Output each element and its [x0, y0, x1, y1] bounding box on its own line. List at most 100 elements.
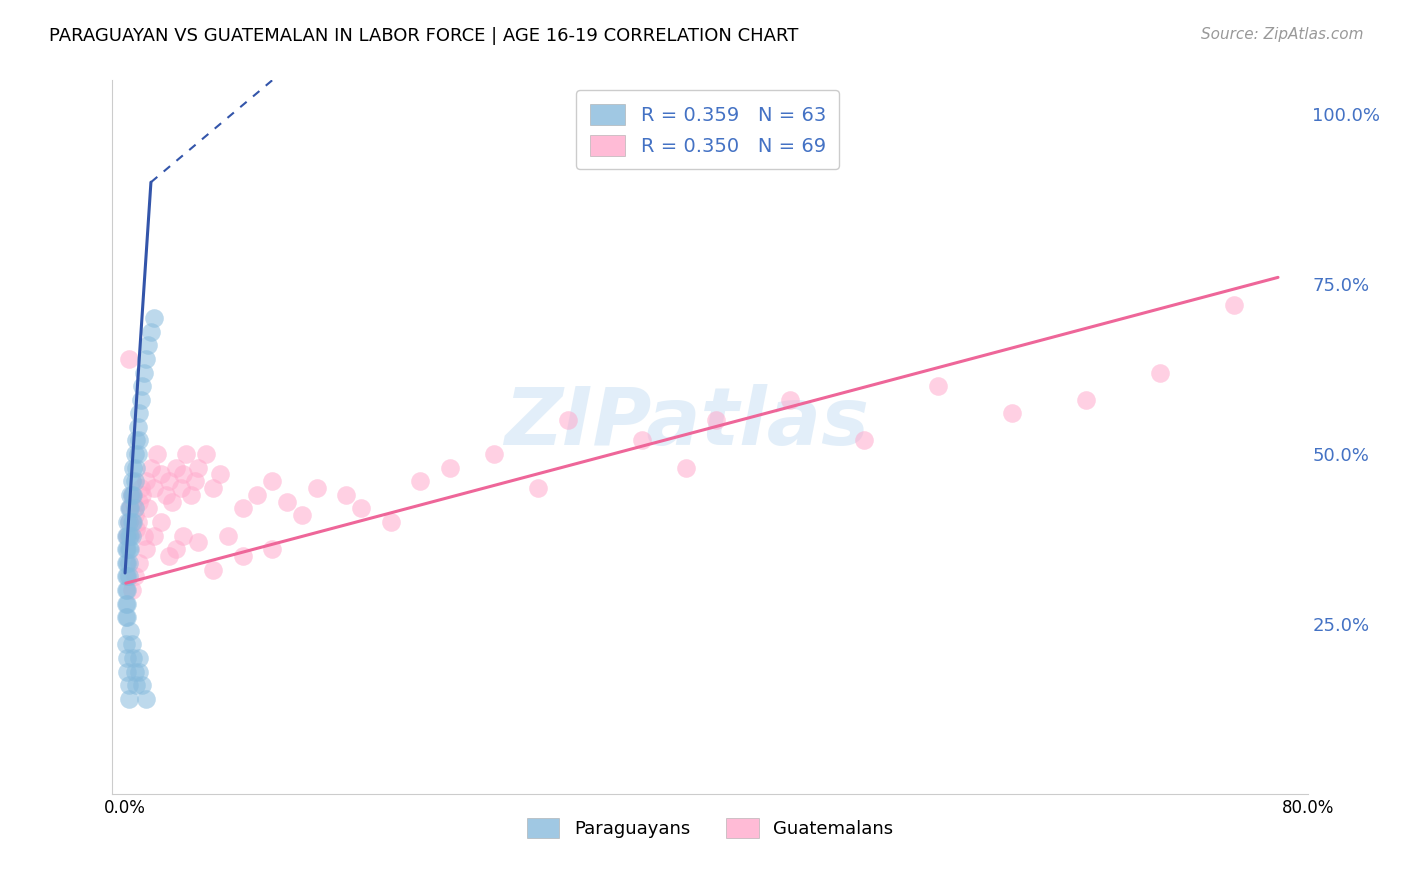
- Point: [150, 467, 173, 482]
- Point: [114, 528, 136, 542]
- Point: [150, 515, 173, 529]
- Point: [122, 515, 145, 529]
- Point: [122, 460, 145, 475]
- Point: [118, 556, 141, 570]
- Point: [350, 501, 373, 516]
- Point: [380, 515, 402, 529]
- Point: [305, 481, 328, 495]
- Point: [155, 488, 177, 502]
- Point: [142, 481, 165, 495]
- Point: [202, 481, 225, 495]
- Point: [172, 528, 194, 542]
- Point: [120, 488, 142, 502]
- Point: [527, 481, 550, 495]
- Point: [142, 311, 165, 326]
- Point: [128, 556, 150, 570]
- Point: [125, 522, 148, 536]
- Point: [132, 366, 155, 380]
- Point: [129, 481, 152, 495]
- Point: [1149, 366, 1171, 380]
- Point: [121, 528, 143, 542]
- Point: [232, 549, 254, 563]
- Point: [121, 488, 143, 502]
- Point: [139, 460, 162, 475]
- Point: [121, 582, 143, 597]
- Point: [335, 488, 357, 502]
- Text: ZIPatlas: ZIPatlas: [503, 384, 869, 462]
- Point: [128, 406, 150, 420]
- Point: [124, 501, 146, 516]
- Point: [114, 597, 136, 611]
- Point: [124, 508, 146, 523]
- Point: [114, 610, 136, 624]
- Point: [779, 392, 801, 407]
- Point: [128, 434, 150, 448]
- Point: [124, 665, 146, 679]
- Point: [114, 569, 136, 583]
- Point: [120, 624, 142, 638]
- Point: [557, 413, 579, 427]
- Point: [120, 501, 142, 516]
- Point: [117, 651, 139, 665]
- Point: [169, 481, 191, 495]
- Point: [114, 542, 136, 557]
- Text: Source: ZipAtlas.com: Source: ZipAtlas.com: [1201, 27, 1364, 42]
- Point: [187, 535, 209, 549]
- Point: [127, 420, 149, 434]
- Point: [131, 678, 153, 692]
- Point: [129, 392, 152, 407]
- Point: [121, 515, 143, 529]
- Point: [121, 637, 143, 651]
- Point: [135, 351, 157, 366]
- Point: [117, 528, 139, 542]
- Point: [1001, 406, 1024, 420]
- Point: [157, 475, 180, 489]
- Point: [1074, 392, 1097, 407]
- Point: [118, 351, 141, 366]
- Point: [118, 501, 141, 516]
- Point: [232, 501, 254, 516]
- Point: [135, 475, 157, 489]
- Point: [165, 460, 187, 475]
- Point: [117, 610, 139, 624]
- Point: [135, 691, 157, 706]
- Point: [118, 569, 141, 583]
- Point: [118, 691, 141, 706]
- Point: [262, 542, 284, 557]
- Point: [117, 515, 139, 529]
- Point: [124, 447, 146, 461]
- Point: [122, 494, 145, 508]
- Point: [184, 475, 207, 489]
- Point: [122, 488, 145, 502]
- Point: [124, 475, 146, 489]
- Point: [132, 528, 155, 542]
- Point: [194, 447, 217, 461]
- Point: [121, 488, 143, 502]
- Point: [276, 494, 298, 508]
- Point: [675, 460, 697, 475]
- Point: [120, 542, 142, 557]
- Point: [114, 582, 136, 597]
- Point: [125, 434, 148, 448]
- Point: [117, 597, 139, 611]
- Point: [142, 528, 165, 542]
- Point: [114, 556, 136, 570]
- Point: [176, 447, 198, 461]
- Point: [117, 582, 139, 597]
- Point: [118, 515, 141, 529]
- Point: [409, 475, 432, 489]
- Point: [180, 488, 202, 502]
- Text: PARAGUAYAN VS GUATEMALAN IN LABOR FORCE | AGE 16-19 CORRELATION CHART: PARAGUAYAN VS GUATEMALAN IN LABOR FORCE …: [49, 27, 799, 45]
- Point: [136, 338, 159, 352]
- Point: [135, 542, 157, 557]
- Point: [114, 637, 136, 651]
- Point: [631, 434, 654, 448]
- Point: [157, 549, 180, 563]
- Point: [128, 494, 150, 508]
- Point: [128, 665, 150, 679]
- Point: [291, 508, 314, 523]
- Point: [117, 569, 139, 583]
- Point: [131, 488, 153, 502]
- Point: [262, 475, 284, 489]
- Point: [482, 447, 505, 461]
